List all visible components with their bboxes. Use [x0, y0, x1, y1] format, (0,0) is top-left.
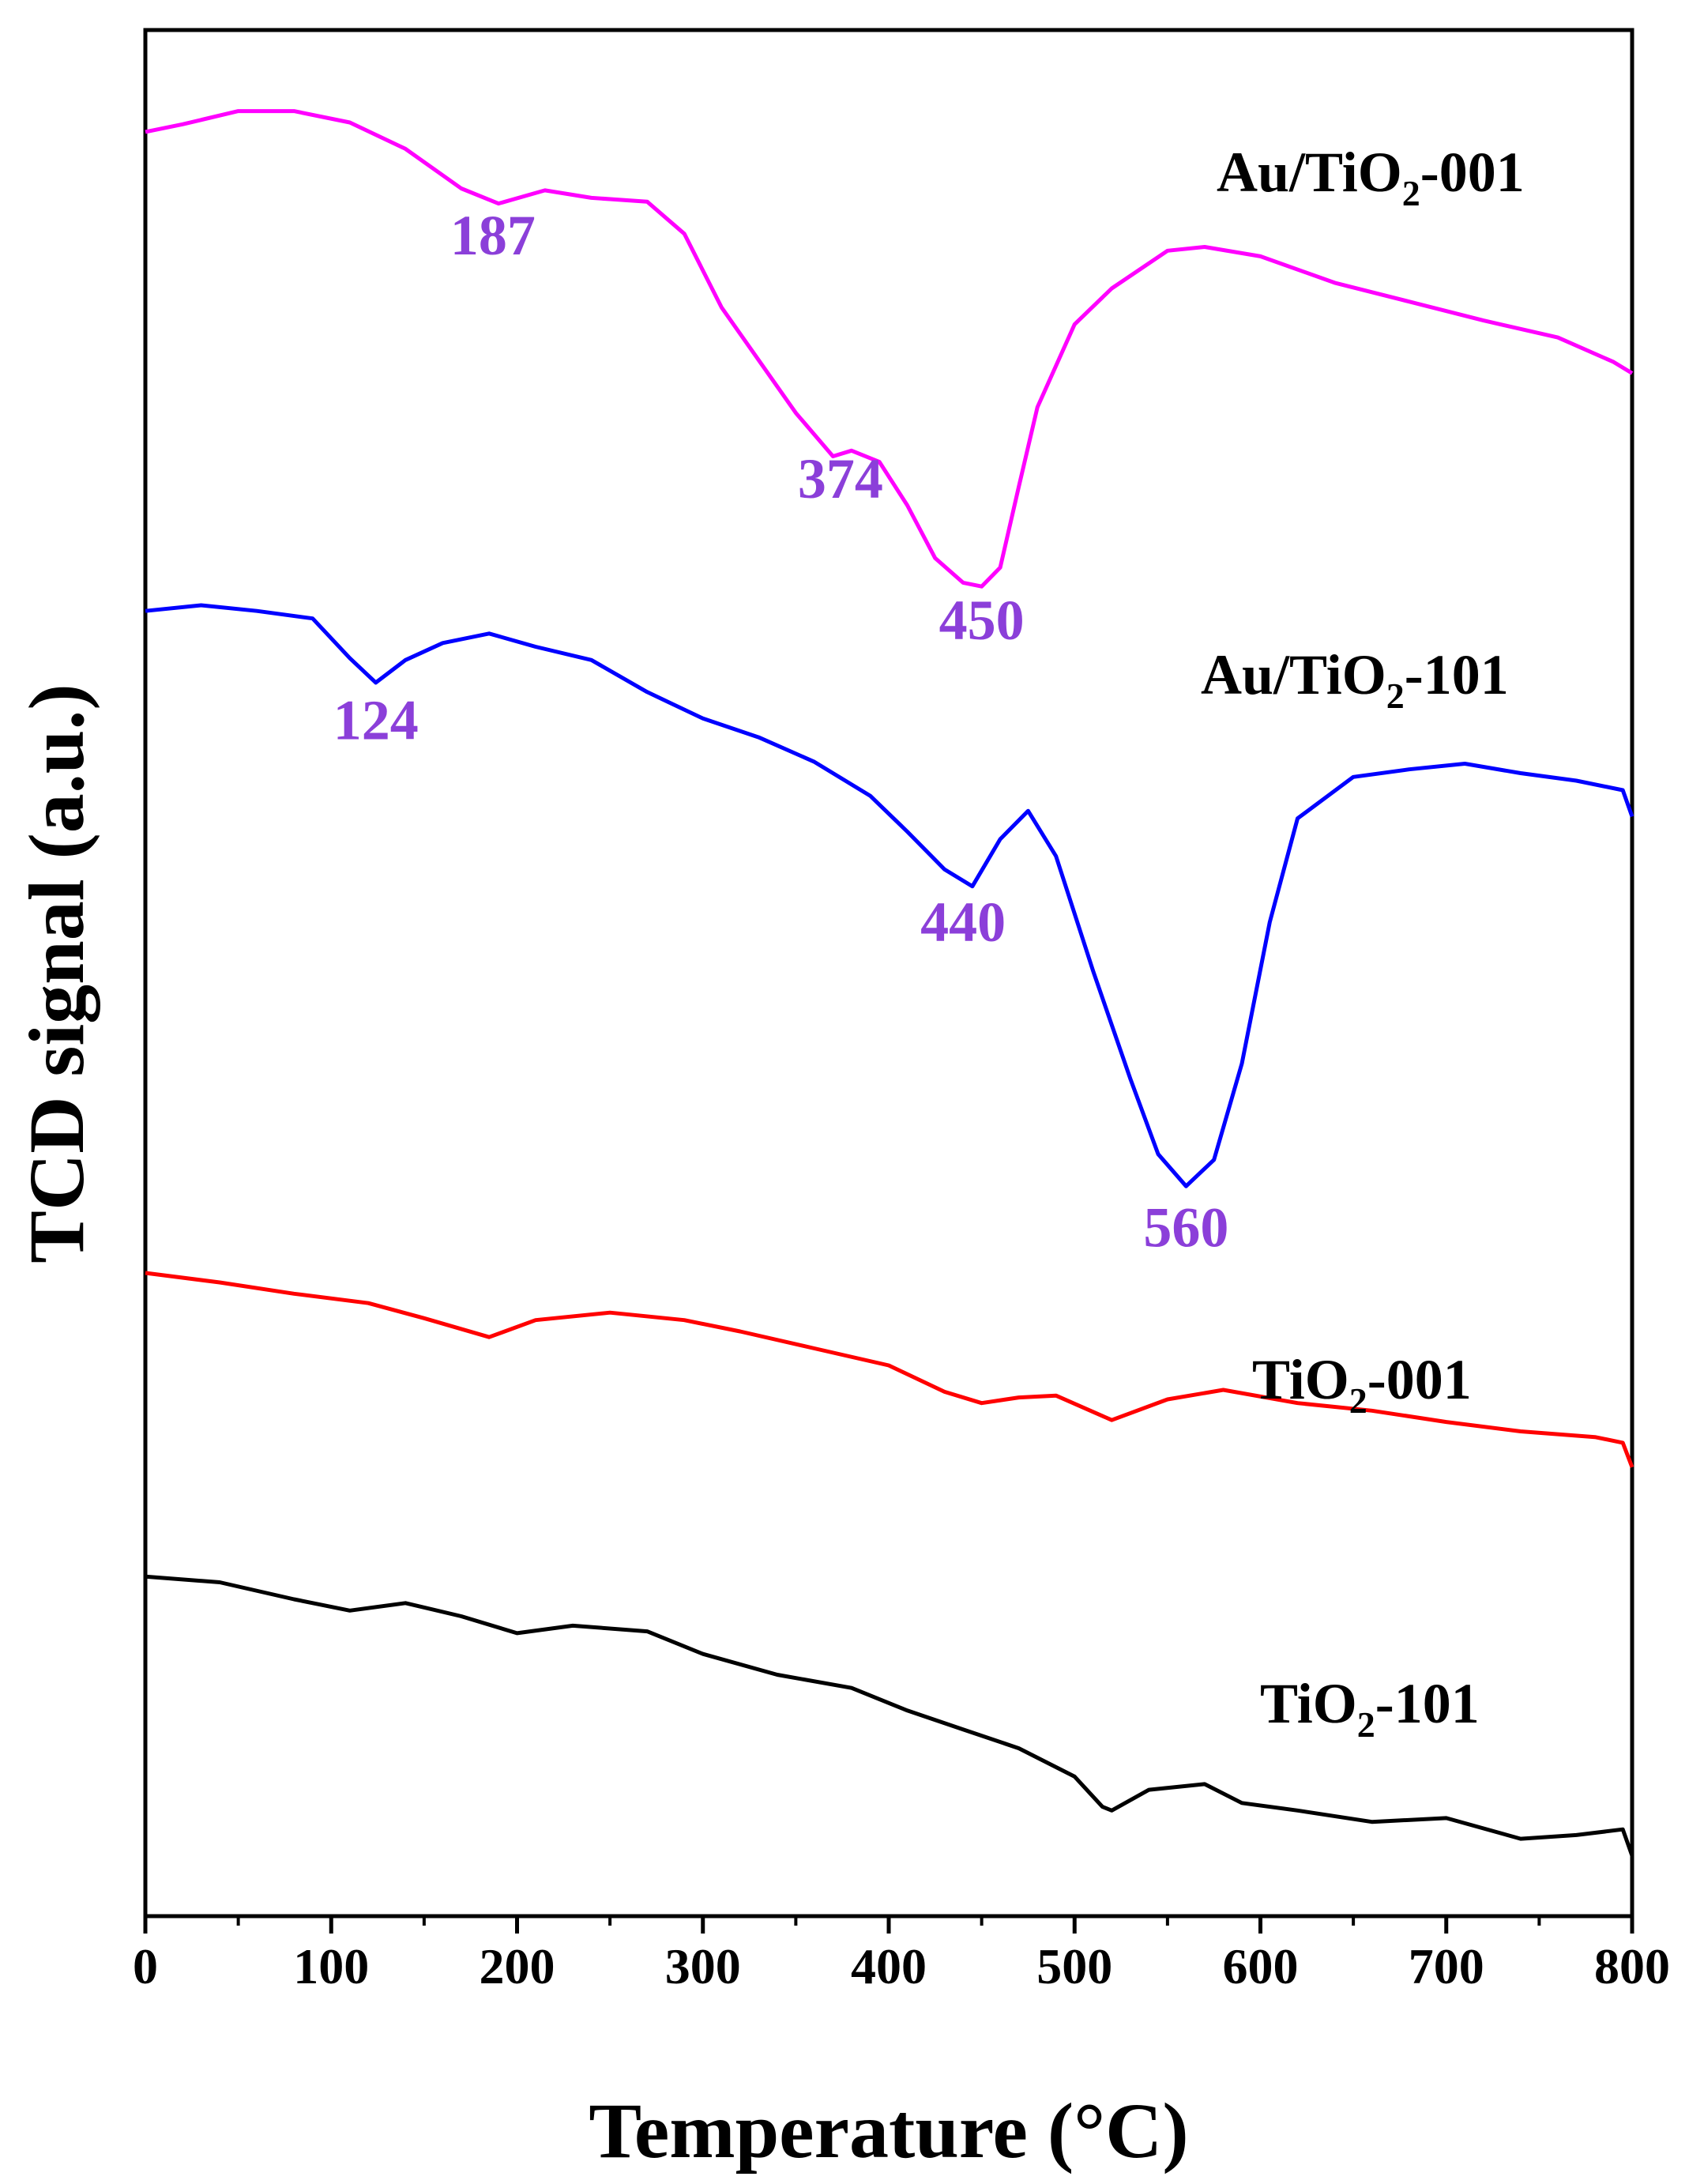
peak-label: 560 [1143, 1196, 1228, 1260]
peak-label: 124 [333, 689, 419, 752]
series-label-3: TiO2-001 [1252, 1348, 1472, 1421]
x-axis-ticks: 0 100 200 300 400 500 600 700 800 [133, 1916, 1670, 1994]
peak-label: 450 [939, 589, 1025, 652]
series-line-4 [145, 1574, 1634, 1857]
series-layer [145, 109, 1634, 1857]
y-axis-title: TCD signal (a.u.) [13, 683, 100, 1263]
series-label-2: Au/TiO2-101 [1201, 643, 1509, 716]
series-line-1 [145, 109, 1634, 589]
x-tick-label: 200 [480, 1938, 555, 1994]
x-axis-title: Temperature (°C) [589, 2087, 1188, 2175]
x-tick-label: 700 [1409, 1938, 1484, 1994]
x-tick-label: 100 [293, 1938, 369, 1994]
peak-label: 187 [450, 204, 536, 267]
x-tick-label: 600 [1223, 1938, 1299, 1994]
plot-frame [143, 28, 1634, 1919]
peak-annotation-layer: 187 374 450 124 440 560 [333, 204, 1229, 1260]
series-line-3 [145, 1271, 1634, 1468]
series-label-4: TiO2-101 [1260, 1672, 1480, 1745]
series-label-layer: Au/TiO2-001 Au/TiO2-101 TiO2-001 TiO2-101 [1201, 141, 1525, 1745]
x-tick-label: 800 [1594, 1938, 1670, 1994]
peak-label: 374 [798, 447, 883, 510]
peak-label: 440 [920, 891, 1006, 954]
x-tick-label: 400 [851, 1938, 927, 1994]
series-label-1: Au/TiO2-001 [1217, 141, 1525, 213]
x-tick-label: 300 [665, 1938, 741, 1994]
x-tick-label: 500 [1036, 1938, 1112, 1994]
x-tick-label: 0 [133, 1938, 158, 1994]
